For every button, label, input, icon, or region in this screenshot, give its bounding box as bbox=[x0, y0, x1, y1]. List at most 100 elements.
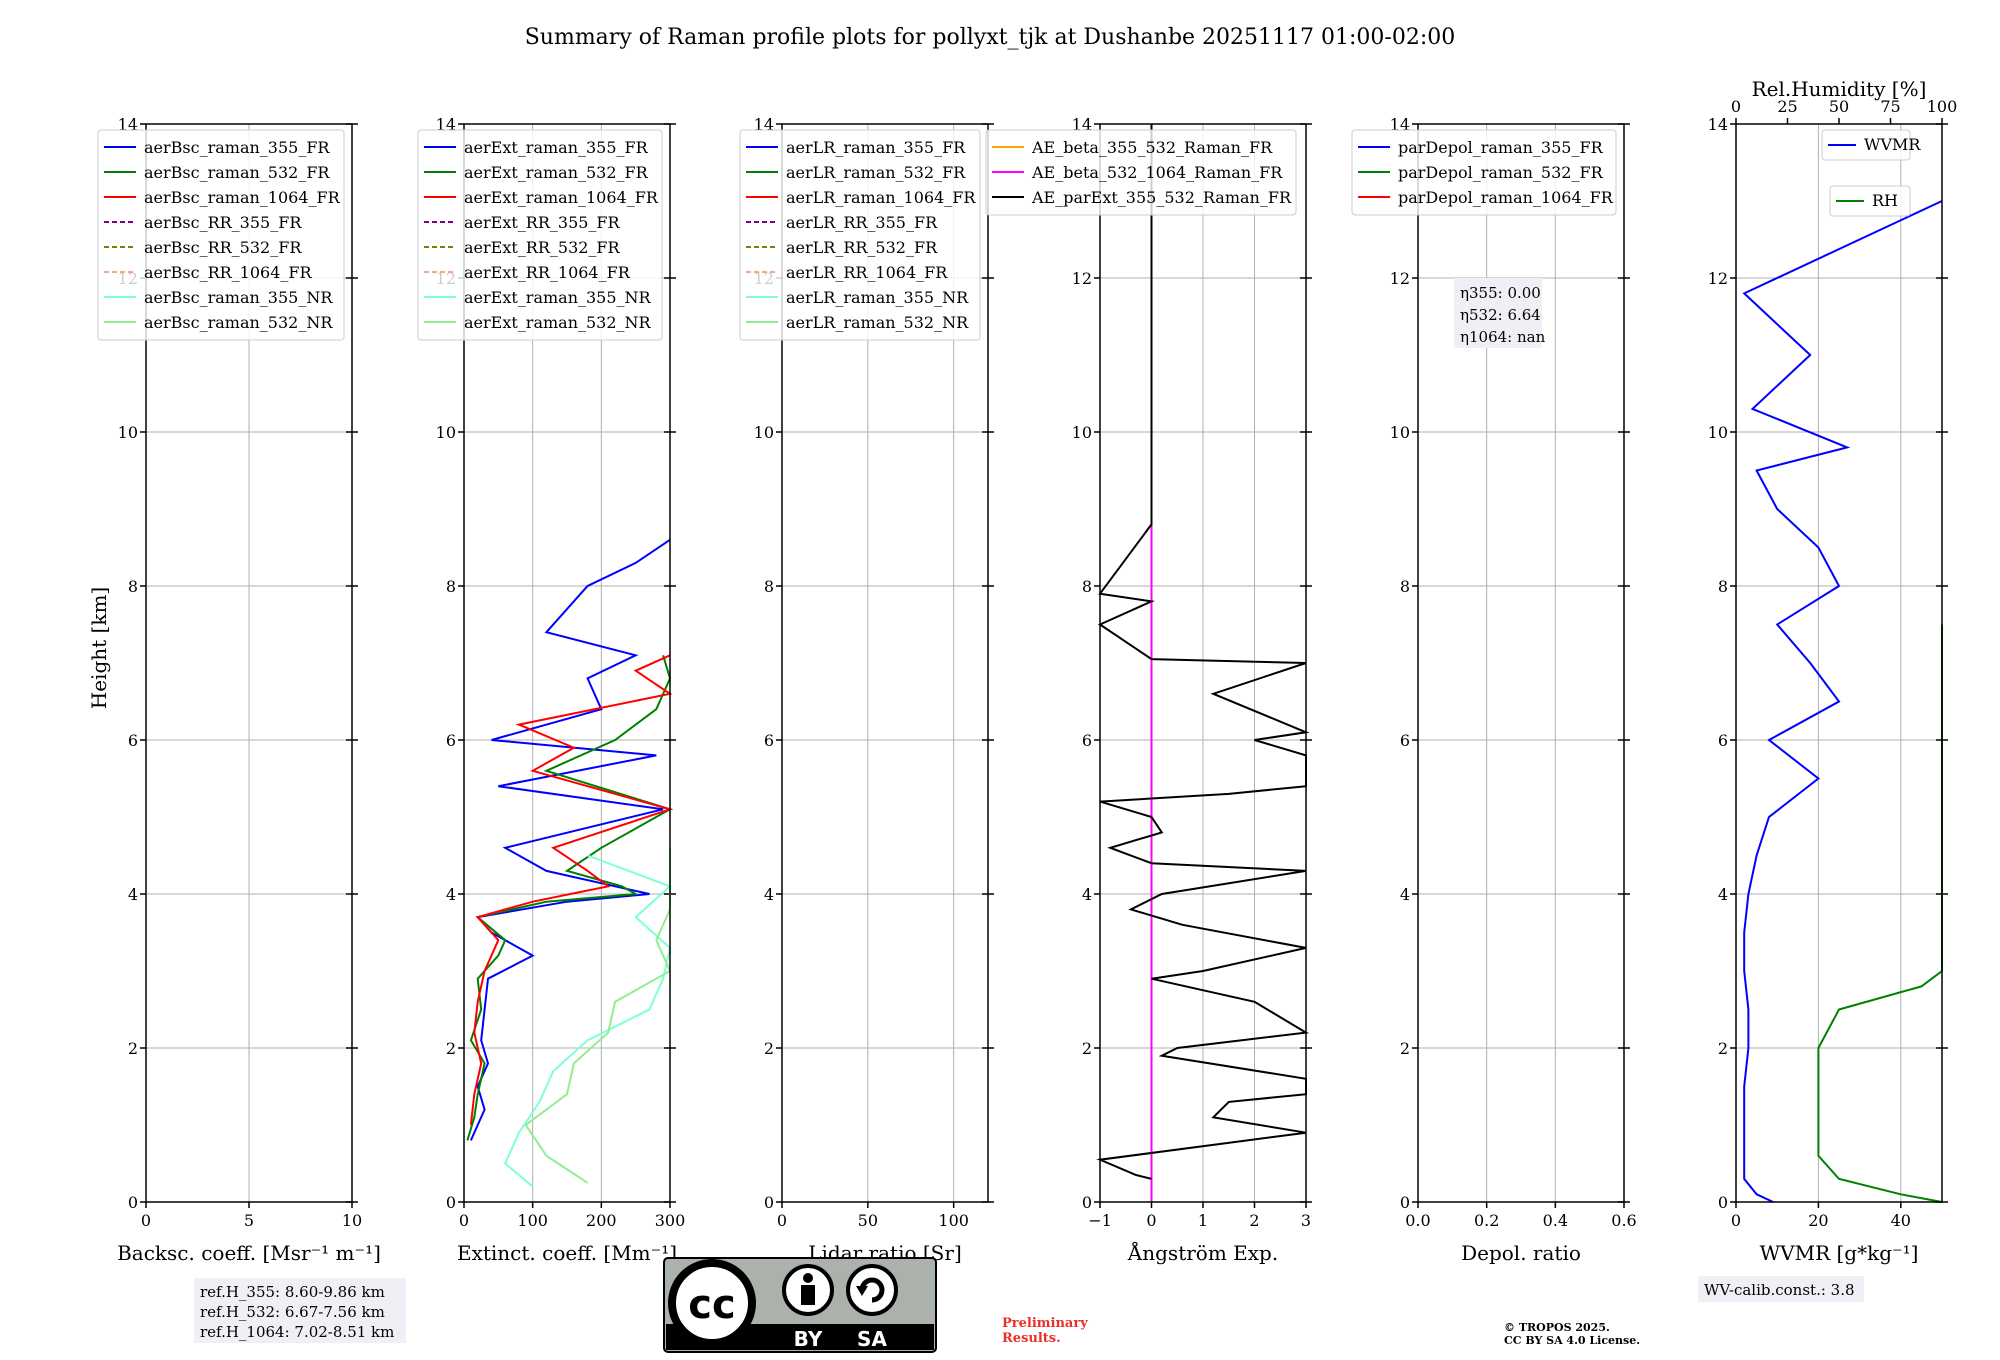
legend-box bbox=[985, 129, 1297, 216]
panels: 024681012140510Backsc. coeff. [Msr⁻¹ m⁻¹… bbox=[97, 77, 1958, 1265]
legend-entry: aerExt_raman_532_NR bbox=[464, 313, 652, 332]
x-tick-label: 100 bbox=[517, 1211, 548, 1230]
legend-entry: AE_parExt_355_532_Raman_FR bbox=[1031, 188, 1292, 207]
legend-box bbox=[1351, 129, 1617, 216]
legend-entry: aerBsc_raman_355_NR bbox=[144, 288, 333, 307]
series-line-WVMR bbox=[1742, 200, 1943, 1203]
preliminary-text-1: Preliminary bbox=[1002, 1316, 1088, 1331]
y-tick-label: 8 bbox=[446, 577, 456, 596]
y-tick-label: 2 bbox=[1718, 1039, 1728, 1058]
y-tick-label: 14 bbox=[1390, 115, 1410, 134]
legend-box bbox=[417, 129, 663, 341]
x-tick-label: 0 bbox=[1731, 1211, 1741, 1230]
legend-entry: aerLR_RR_532_FR bbox=[786, 238, 938, 257]
x-tick-label: 100 bbox=[938, 1211, 969, 1230]
sa-share-alike-icon bbox=[846, 1264, 898, 1316]
y-tick-label: 14 bbox=[1708, 115, 1728, 134]
y-tick-label: 4 bbox=[1082, 885, 1092, 904]
y-tick-label: 8 bbox=[1400, 577, 1410, 596]
x-axis-label-depol: Depol. ratio bbox=[1461, 1241, 1581, 1265]
legend-box bbox=[1829, 185, 1911, 217]
axes-frame bbox=[145, 123, 353, 1203]
y-tick-label: 12 bbox=[1708, 269, 1728, 288]
x-tick-label: 0 bbox=[141, 1211, 151, 1230]
legend-entry: aerBsc_raman_532_NR bbox=[144, 313, 333, 332]
x2-tick-label: 50 bbox=[1829, 97, 1849, 116]
ref-height-355: ref.H_355: 8.60-9.86 km bbox=[200, 1283, 385, 1301]
x-tick-label: 0 bbox=[459, 1211, 469, 1230]
legend-entry: aerLR_raman_532_FR bbox=[786, 163, 966, 182]
y-tick-label: 10 bbox=[436, 423, 456, 442]
y-tick-label: 10 bbox=[1390, 423, 1410, 442]
x-axis-label-wv: WVMR [g*kg⁻¹] bbox=[1760, 1241, 1919, 1265]
y-tick-label: 4 bbox=[1400, 885, 1410, 904]
x-tick-label: 0 bbox=[1146, 1211, 1156, 1230]
y-tick-label: 2 bbox=[128, 1039, 138, 1058]
y-tick-label: 0 bbox=[128, 1193, 138, 1212]
y-tick-label: 10 bbox=[118, 423, 138, 442]
y-tick-label: 0 bbox=[1400, 1193, 1410, 1212]
eta-value: η1064: nan bbox=[1460, 328, 1546, 346]
legend-entry: aerExt_raman_355_FR bbox=[464, 138, 649, 157]
x-tick-label: 50 bbox=[858, 1211, 878, 1230]
legend-box bbox=[1821, 129, 1911, 161]
x-tick-label: 10 bbox=[342, 1211, 362, 1230]
legend-entry: aerLR_raman_355_FR bbox=[786, 138, 966, 157]
y-tick-label: 6 bbox=[446, 731, 456, 750]
ref-height-1064: ref.H_1064: 7.02-8.51 km bbox=[200, 1323, 394, 1341]
cc-logo-icon bbox=[668, 1259, 756, 1347]
wv-calib-box: WV-calib.const.: 3.8 bbox=[1698, 1276, 1864, 1302]
cc-logo-text: cc bbox=[688, 1282, 735, 1328]
legend-entry: aerLR_raman_1064_FR bbox=[786, 188, 976, 207]
y-tick-label: 10 bbox=[754, 423, 774, 442]
sa-label: SA bbox=[857, 1327, 887, 1351]
panel-ext: 024681012140100200300Extinct. coeff. [Mm… bbox=[417, 115, 686, 1265]
y-tick-label: 8 bbox=[1082, 577, 1092, 596]
x-tick-label: 0.4 bbox=[1543, 1211, 1568, 1230]
ref-height-box: ref.H_355: 8.60-9.86 km ref.H_532: 6.67-… bbox=[194, 1278, 406, 1343]
copyright-text-2: CC BY SA 4.0 License. bbox=[1504, 1334, 1640, 1347]
x-tick-label: 0.2 bbox=[1474, 1211, 1499, 1230]
x-axis-label-ae: Ångström Exp. bbox=[1127, 1240, 1278, 1265]
axes-frame bbox=[463, 123, 671, 1203]
y-tick-label: 0 bbox=[1718, 1193, 1728, 1212]
cc-license-badge: cc BY SA bbox=[663, 1257, 937, 1353]
x2-tick-label: 75 bbox=[1880, 97, 1900, 116]
x-tick-label: 0.6 bbox=[1611, 1211, 1636, 1230]
x2-tick-label: 25 bbox=[1777, 97, 1797, 116]
series-line-RH bbox=[1817, 624, 1943, 1203]
x-tick-label: 40 bbox=[1891, 1211, 1911, 1230]
y-tick-label: 14 bbox=[118, 115, 138, 134]
legend-entry: AE_beta_355_532_Raman_FR bbox=[1031, 138, 1273, 157]
y-tick-label: 6 bbox=[1718, 731, 1728, 750]
y-tick-label: 12 bbox=[1390, 269, 1410, 288]
x2-axis-label: Rel.Humidity [%] bbox=[1752, 77, 1927, 101]
x-tick-label: 5 bbox=[244, 1211, 254, 1230]
legend-entry: AE_beta_532_1064_Raman_FR bbox=[1031, 163, 1283, 182]
y-tick-label: 8 bbox=[128, 577, 138, 596]
x-tick-label: 3 bbox=[1301, 1211, 1311, 1230]
legend-box bbox=[739, 129, 981, 341]
legend-entry: aerBsc_raman_1064_FR bbox=[144, 188, 341, 207]
panel-depol: 0 2 4 6 8 10 12 14 0.0 0.2 0.4 0.6 Depol. ratio parDe… bbox=[1351, 115, 1637, 1265]
by-label: BY bbox=[794, 1327, 823, 1351]
legend-entry: parDepol_raman_355_FR bbox=[1398, 138, 1604, 157]
copyright-text-1: © TROPOS 2025. bbox=[1504, 1321, 1610, 1334]
legend-entry: aerBsc_RR_355_FR bbox=[144, 213, 302, 232]
eta-value: η355: 0.00 bbox=[1460, 284, 1541, 302]
y-tick-label: 0 bbox=[1082, 1193, 1092, 1212]
x-tick-label: 300 bbox=[655, 1211, 686, 1230]
legend-entry: aerLR_raman_532_NR bbox=[786, 313, 969, 332]
series-line-aerExt_raman_1064_FR bbox=[469, 654, 674, 1126]
y-tick-label: 4 bbox=[764, 885, 774, 904]
y-tick-label: 10 bbox=[1708, 423, 1728, 442]
preliminary-text-2: Results. bbox=[1002, 1331, 1061, 1346]
axes-frame bbox=[1417, 123, 1625, 1203]
legend-entry: aerExt_RR_355_FR bbox=[464, 213, 621, 232]
y-tick-label: 8 bbox=[764, 577, 774, 596]
y-tick-label: 2 bbox=[764, 1039, 774, 1058]
y-tick-label: 2 bbox=[1400, 1039, 1410, 1058]
